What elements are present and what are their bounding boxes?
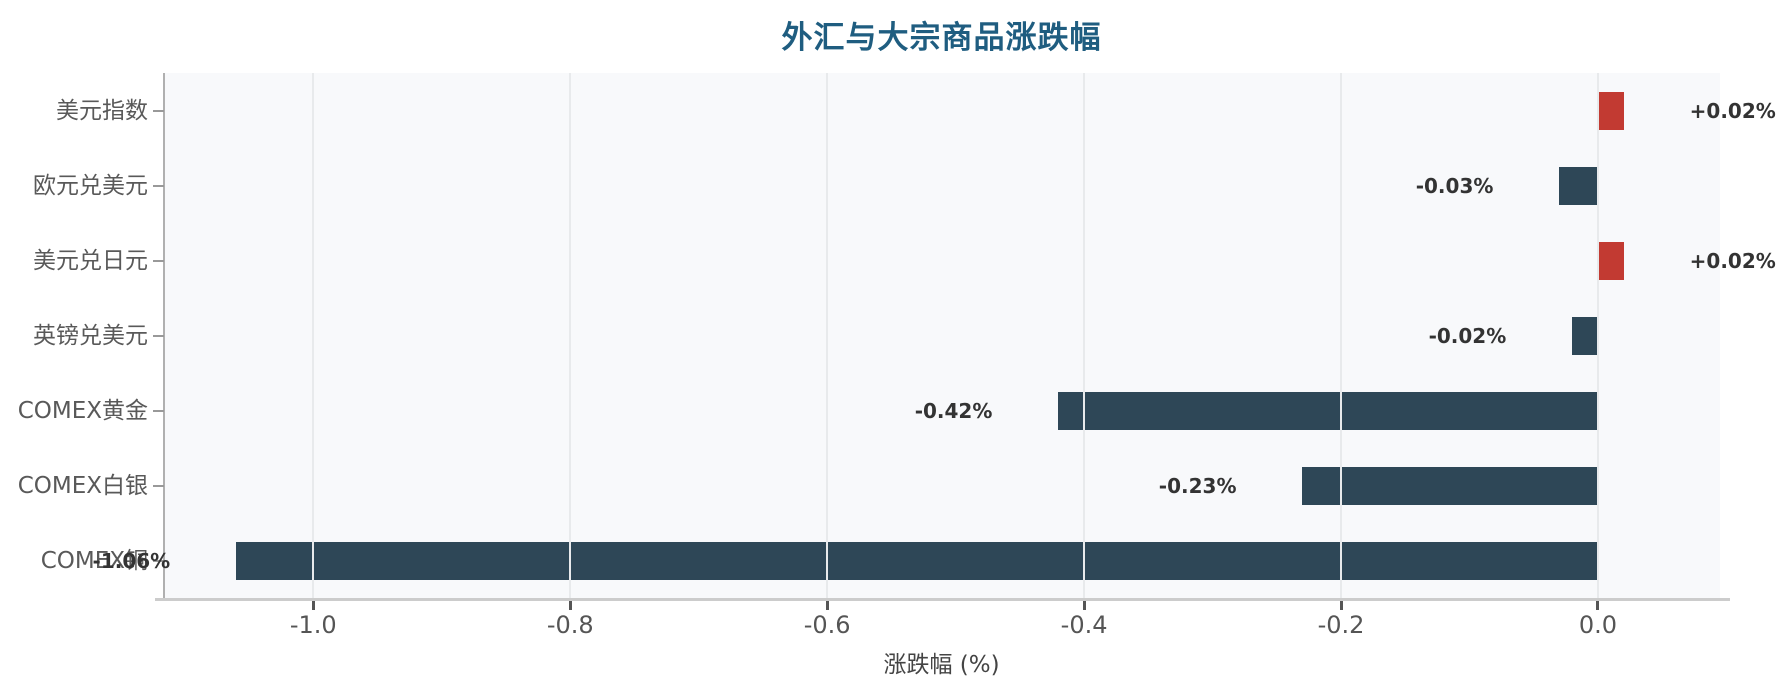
value-label: -0.02% bbox=[1428, 323, 1507, 348]
value-label: -0.03% bbox=[1415, 173, 1494, 198]
category-label-美元兑日元: 美元兑日元 bbox=[33, 247, 148, 274]
bar-欧元兑美元 bbox=[1559, 166, 1598, 205]
y-tick-mark bbox=[153, 484, 164, 487]
x-tick-mark bbox=[1082, 601, 1086, 610]
y-tick-mark bbox=[153, 184, 164, 187]
x-tick-mark bbox=[825, 601, 829, 610]
x-tick-mark bbox=[1596, 601, 1600, 610]
y-tick-mark bbox=[153, 559, 164, 562]
gridline bbox=[312, 73, 315, 598]
category-label-美元指数: 美元指数 bbox=[56, 97, 148, 124]
bar-COMEX铜 bbox=[236, 541, 1598, 580]
category-label-英镑兑美元: 英镑兑美元 bbox=[33, 322, 148, 349]
x-tick-mark bbox=[311, 601, 315, 610]
category-label-COMEX铜: COMEX铜 bbox=[40, 547, 148, 574]
bar-COMEX白银 bbox=[1302, 466, 1598, 505]
value-label: -0.23% bbox=[1158, 473, 1237, 498]
category-label-欧元兑美元: 欧元兑美元 bbox=[33, 172, 148, 199]
y-tick-mark bbox=[153, 409, 164, 412]
gridline bbox=[1083, 73, 1086, 598]
bar-COMEX黄金 bbox=[1058, 391, 1598, 430]
x-tick-mark bbox=[1339, 601, 1343, 610]
chart-title: 外汇与大宗商品涨跌幅 bbox=[781, 20, 1102, 56]
x-tick-label: -0.4 bbox=[1060, 611, 1108, 639]
y-axis-line bbox=[163, 73, 165, 598]
bar-英镑兑美元 bbox=[1572, 316, 1598, 355]
y-tick-mark bbox=[153, 109, 164, 112]
x-tick-label: -0.8 bbox=[546, 611, 594, 639]
x-axis-line bbox=[155, 598, 1730, 601]
x-tick-label: -1.0 bbox=[289, 611, 337, 639]
x-tick-label: -0.6 bbox=[803, 611, 851, 639]
bar-美元指数 bbox=[1597, 91, 1624, 130]
x-tick-label: -0.2 bbox=[1317, 611, 1365, 639]
gridline bbox=[826, 73, 829, 598]
gridline bbox=[569, 73, 572, 598]
value-label: +0.02% bbox=[1689, 248, 1776, 273]
category-label-COMEX黄金: COMEX黄金 bbox=[17, 397, 148, 424]
y-tick-mark bbox=[153, 334, 164, 337]
x-axis-label: 涨跌幅 (%) bbox=[883, 652, 1000, 678]
value-label: +0.02% bbox=[1689, 98, 1776, 123]
bar-美元兑日元 bbox=[1597, 241, 1624, 280]
value-label: -0.42% bbox=[914, 398, 993, 423]
x-tick-label: 0.0 bbox=[1578, 611, 1618, 639]
gridline bbox=[1596, 73, 1599, 598]
y-tick-mark bbox=[153, 259, 164, 262]
x-tick-mark bbox=[568, 601, 572, 610]
gridline bbox=[1340, 73, 1343, 598]
value-label: -1.06% bbox=[92, 548, 171, 573]
plot-area bbox=[163, 73, 1720, 598]
category-label-COMEX白银: COMEX白银 bbox=[17, 472, 148, 499]
